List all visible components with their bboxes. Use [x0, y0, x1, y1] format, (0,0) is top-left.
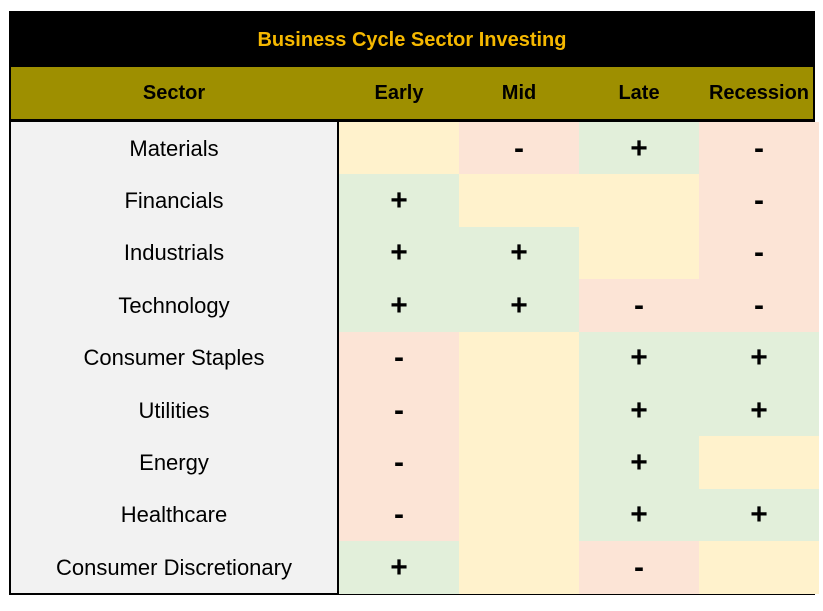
- cell-consumer-discretionary-recession: [699, 541, 819, 595]
- header-row: Sector Early Mid Late Recession: [11, 67, 813, 122]
- cell-industrials-recession: -: [699, 226, 819, 280]
- header-mid: Mid: [501, 81, 537, 104]
- row-label-healthcare: Healthcare: [120, 502, 228, 528]
- cell-energy-early: -: [339, 436, 459, 490]
- cell-utilities-recession: +: [699, 384, 819, 437]
- cell-financials-late: [579, 174, 699, 228]
- row-label-materials: Materials: [129, 135, 219, 161]
- table-body: Materials - + - Financials + - Industrials + + - Te…: [11, 122, 819, 595]
- header-sector: Sector: [142, 81, 206, 104]
- cell-healthcare-mid: [459, 488, 579, 542]
- row-label-industrials: Industrials: [123, 240, 225, 266]
- cell-consumer-staples-recession: +: [699, 331, 819, 385]
- cell-energy-mid: [459, 436, 579, 490]
- cell-energy-recession: [699, 436, 819, 490]
- row-label-consumer-discretionary: Consumer Discretionary: [56, 554, 292, 580]
- cell-technology-recession: -: [699, 279, 819, 333]
- row-label-consumer-staples: Consumer Staples: [83, 345, 265, 371]
- cell-utilities-early: -: [339, 384, 459, 437]
- cell-consumer-staples-late: +: [579, 331, 699, 385]
- row-label-financials: Financials: [124, 187, 224, 213]
- cell-consumer-discretionary-late: -: [579, 541, 699, 595]
- cell-financials-recession: -: [699, 174, 819, 228]
- row-label-energy: Energy: [139, 449, 209, 475]
- cell-consumer-discretionary-early: +: [339, 541, 459, 595]
- row-label-technology: Technology: [118, 292, 230, 318]
- cell-materials-mid: -: [459, 122, 579, 175]
- cell-healthcare-recession: +: [699, 488, 819, 542]
- cell-financials-early: +: [339, 174, 459, 228]
- header-late: Late: [618, 81, 660, 104]
- cell-healthcare-early: -: [339, 488, 459, 542]
- row-label-utilities: Utilities: [138, 397, 210, 423]
- sector-table: Business Cycle Sector Investing Sector E…: [9, 11, 819, 595]
- cell-consumer-staples-early: -: [339, 331, 459, 385]
- cell-utilities-mid: [459, 384, 579, 437]
- cell-technology-mid: +: [459, 279, 579, 333]
- cell-technology-early: +: [339, 279, 459, 333]
- cell-healthcare-late: +: [579, 488, 699, 542]
- cell-financials-mid: [459, 174, 579, 228]
- cell-industrials-early: +: [339, 226, 459, 280]
- cell-industrials-mid: +: [459, 226, 579, 280]
- cell-materials-early: [339, 122, 459, 175]
- cell-industrials-late: [579, 226, 699, 280]
- cell-consumer-discretionary-mid: [459, 541, 579, 595]
- cell-technology-late: -: [579, 279, 699, 333]
- cell-materials-late: +: [579, 122, 699, 175]
- sector-column: [11, 122, 339, 593]
- cell-utilities-late: +: [579, 384, 699, 437]
- cell-materials-recession: -: [699, 122, 819, 175]
- header-early: Early: [374, 81, 424, 104]
- table-title: Business Cycle Sector Investing: [257, 28, 567, 51]
- cell-consumer-staples-mid: [459, 331, 579, 385]
- cell-energy-late: +: [579, 436, 699, 490]
- table-title-bar: Business Cycle Sector Investing: [11, 13, 813, 67]
- header-recession: Recession: [708, 81, 810, 104]
